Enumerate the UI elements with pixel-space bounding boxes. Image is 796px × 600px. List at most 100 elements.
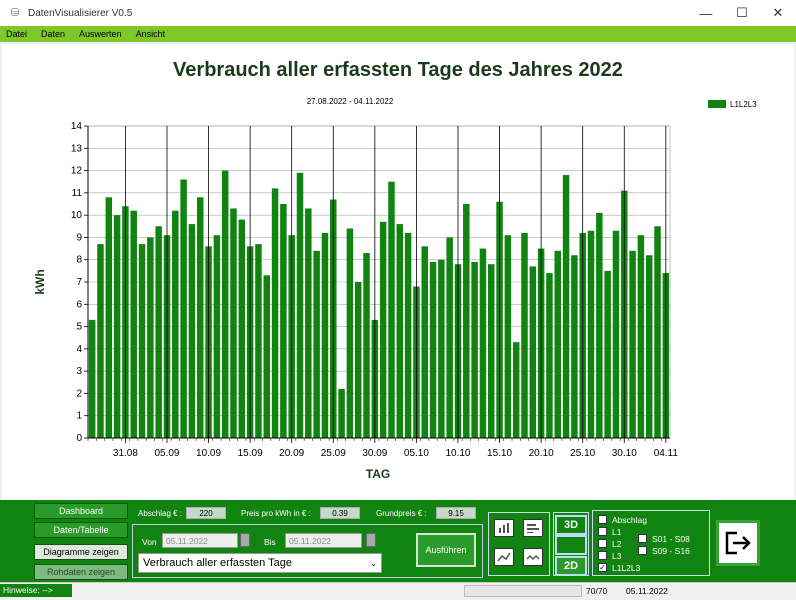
raw-data-button[interactable]: Rohdaten zeigen: [34, 564, 128, 580]
x-axis-label: TAG: [366, 467, 390, 481]
close-button[interactable]: ✕: [772, 5, 784, 20]
bar-chart-icon[interactable]: [494, 519, 514, 537]
menu-daten[interactable]: Daten: [41, 29, 66, 39]
evaluation-select[interactable]: Verbrauch aller erfassten Tage ⌄: [138, 553, 382, 573]
2d-button[interactable]: 2D: [555, 556, 587, 576]
bar: [562, 175, 570, 438]
x-tick-label: 05.10: [404, 448, 429, 459]
l2-checkbox-label: L2: [612, 539, 622, 549]
bar: [645, 255, 653, 438]
evaluation-select-value: Verbrauch aller erfassten Tage: [143, 557, 292, 569]
bar: [429, 261, 437, 438]
exit-button[interactable]: [716, 520, 760, 566]
bar: [421, 246, 428, 438]
menu-auswerten[interactable]: Auswerten: [79, 29, 122, 39]
bar: [155, 226, 162, 438]
von-label: Von: [142, 537, 157, 547]
bar: [637, 235, 645, 438]
3d-button[interactable]: 3D: [555, 515, 587, 535]
s01-checkbox-label: S01 - S08: [652, 534, 690, 544]
bar: [512, 342, 520, 438]
bar: [280, 204, 287, 438]
l1l2l3-checkbox-label: L1L2L3: [612, 563, 641, 573]
area-chart-icon[interactable]: [523, 548, 543, 566]
y-tick-label: 10: [71, 210, 83, 221]
l1-checkbox[interactable]: [598, 527, 607, 536]
menu-datei[interactable]: Datei: [6, 29, 28, 39]
von-date-button[interactable]: [240, 533, 250, 547]
bis-date-field[interactable]: 05.11.2022: [285, 533, 362, 548]
chart-area: Verbrauch aller erfassten Tage des Jahre…: [2, 44, 794, 500]
line-chart-icon[interactable]: [494, 548, 514, 566]
abschlag-field[interactable]: 220: [186, 507, 226, 519]
l2-checkbox[interactable]: [598, 539, 607, 548]
table-button[interactable]: Daten/Tabelle: [34, 522, 128, 538]
bar: [130, 210, 137, 438]
bar: [654, 226, 661, 438]
minimize-button[interactable]: —: [699, 5, 713, 21]
bar: [263, 275, 270, 438]
bar: [596, 212, 603, 438]
bar: [604, 270, 611, 438]
chart-subtitle: 27.08.2022 - 04.11.2022: [307, 97, 394, 106]
s09-checkbox-label: S09 - S16: [652, 546, 690, 556]
bar: [529, 266, 537, 438]
x-tick-label: 31.08: [113, 448, 138, 459]
bar: [271, 188, 279, 438]
bar-chart-glyph: [499, 523, 509, 533]
bar: [221, 170, 229, 439]
status-date: 05.11.2022: [626, 586, 668, 596]
bar: [188, 224, 196, 438]
chevron-down-icon: ⌄: [370, 559, 377, 568]
diagrams-button[interactable]: Diagramme zeigen: [34, 544, 128, 560]
abschlag-checkbox[interactable]: [598, 515, 607, 524]
horizontal-bar-chart-icon[interactable]: [523, 519, 543, 537]
y-tick-label: 6: [76, 299, 82, 310]
y-tick-label: 11: [72, 188, 83, 199]
dashboard-button[interactable]: Dashboard: [34, 503, 128, 519]
bis-date-button[interactable]: [366, 533, 376, 547]
bar: [488, 264, 495, 438]
bar: [238, 219, 246, 438]
bar: [479, 248, 487, 438]
blank-view-button[interactable]: [555, 535, 587, 555]
s09-checkbox[interactable]: [638, 546, 647, 555]
von-date-field[interactable]: 05.11.2022: [162, 533, 238, 548]
bar: [471, 261, 478, 438]
grundpreis-field[interactable]: 9.15: [436, 507, 476, 519]
x-tick-label: 10.09: [196, 448, 221, 459]
bar: [446, 237, 453, 438]
y-tick-label: 8: [76, 255, 82, 266]
x-tick-label: 20.10: [529, 448, 554, 459]
y-tick-label: 5: [76, 322, 82, 333]
status-bar: [0, 582, 796, 600]
grundpreis-label: Grundpreis € :: [376, 509, 427, 518]
y-tick-label: 9: [76, 232, 82, 243]
exit-icon: [725, 531, 751, 555]
horizontal-bar-glyph: [527, 524, 539, 533]
y-tick-label: 2: [76, 388, 82, 399]
x-tick-label: 30.10: [612, 448, 637, 459]
chart-legend: L1L2L3: [708, 100, 757, 109]
maximize-button[interactable]: ☐: [736, 5, 748, 20]
l3-checkbox[interactable]: [598, 551, 607, 560]
bar: [321, 232, 329, 438]
bar: [379, 221, 387, 438]
app-icon: ⛁: [10, 7, 20, 19]
s01-checkbox[interactable]: [638, 534, 647, 543]
bar: [346, 228, 354, 438]
menu-ansicht[interactable]: Ansicht: [135, 29, 166, 39]
y-tick-label: 3: [76, 366, 82, 377]
hinweis-label: Hinweise: -->: [0, 584, 72, 597]
x-tick-label: 04.11: [654, 448, 679, 459]
l1l2l3-checkbox[interactable]: ✓: [598, 563, 607, 572]
run-button[interactable]: Ausführen: [416, 533, 476, 567]
bar: [197, 197, 204, 438]
bis-label: Bis: [264, 537, 276, 547]
bar: [88, 319, 96, 438]
y-tick-label: 1: [76, 411, 82, 422]
bar: [113, 215, 121, 438]
l3-checkbox-label: L3: [612, 551, 622, 561]
bar: [354, 282, 362, 438]
preis-field[interactable]: 0.39: [320, 507, 360, 519]
